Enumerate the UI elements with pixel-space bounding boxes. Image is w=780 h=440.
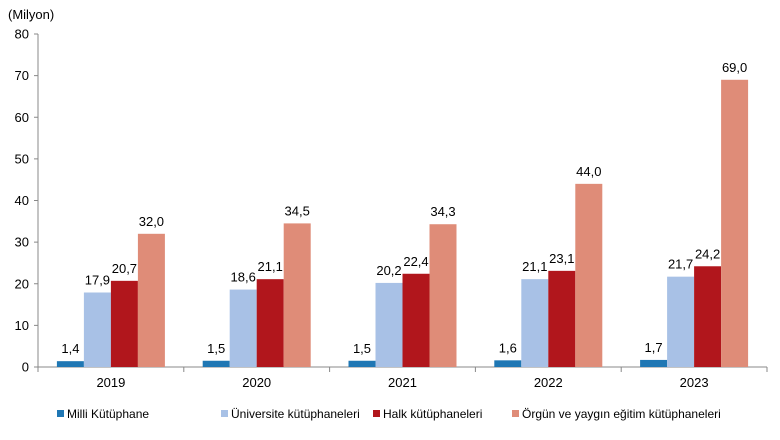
legend-swatch [221,410,228,417]
bar [548,270,576,367]
data-label: 23,1 [549,251,574,266]
y-tick-label: 10 [15,318,29,333]
data-label: 20,7 [112,261,137,276]
data-label: 22,4 [403,254,428,269]
bars [56,79,749,367]
data-label: 1,5 [207,341,225,356]
data-label: 21,1 [258,259,283,274]
data-labels: 1,417,920,732,01,518,621,134,51,520,222,… [61,60,747,356]
legend-swatch [512,410,519,417]
bar [494,360,522,367]
bar [694,266,722,367]
legend-swatch [57,410,64,417]
data-label: 44,0 [576,164,601,179]
bar [521,279,549,367]
bar [348,360,376,367]
x-tick-label: 2020 [242,375,271,390]
y-axis: 0 10 20 30 40 50 60 70 80 [15,27,39,375]
bar [375,282,403,367]
bar [110,280,138,367]
data-label: 21,7 [668,257,693,272]
unit-label: (Milyon) [8,7,54,22]
bar [56,361,84,367]
data-label: 34,3 [430,204,455,219]
data-label: 32,0 [139,214,164,229]
bar [137,233,165,367]
data-label: 21,1 [522,259,547,274]
bar [202,360,230,367]
data-label: 1,4 [61,341,79,356]
y-tick-label: 30 [15,235,29,250]
data-label: 69,0 [722,60,747,75]
data-label: 34,5 [285,203,310,218]
y-tick-label: 70 [15,68,29,83]
bar [83,292,111,367]
x-tick-label: 2022 [534,375,563,390]
x-tick-label: 2021 [388,375,417,390]
y-tick-label: 50 [15,151,29,166]
data-label: 1,7 [645,340,663,355]
y-tick-label: 40 [15,193,29,208]
bar [429,224,457,367]
legend-swatch [373,410,380,417]
x-tick-label: 2023 [680,375,709,390]
x-axis: 2019 2020 2021 2022 2023 [37,366,768,390]
bar [640,359,668,367]
data-label: 18,6 [231,270,256,285]
bar [256,279,284,367]
legend: Milli Kütüphane Üniversite kütüphaneleri H… [57,407,721,421]
bar [721,79,749,367]
bar [402,273,430,367]
data-label: 1,5 [353,341,371,356]
bar [283,223,311,367]
bar [667,276,695,367]
y-tick-label: 20 [15,276,29,291]
legend-label: Halk kütüphaneleri [383,407,482,421]
bar [229,289,257,367]
y-tick-label: 60 [15,110,29,125]
legend-label: Örgün ve yaygın eğitim kütüphaneleri [522,407,721,421]
x-tick-label: 2019 [96,375,125,390]
legend-label: Milli Kütüphane [67,407,149,421]
data-label: 17,9 [85,272,110,287]
y-tick-label: 80 [15,27,29,42]
y-tick-label: 0 [22,360,29,375]
data-label: 24,2 [695,246,720,261]
data-label: 20,2 [376,263,401,278]
legend-label: Üniversite kütüphaneleri [231,407,360,421]
bar [575,183,603,367]
data-label: 1,6 [499,340,517,355]
